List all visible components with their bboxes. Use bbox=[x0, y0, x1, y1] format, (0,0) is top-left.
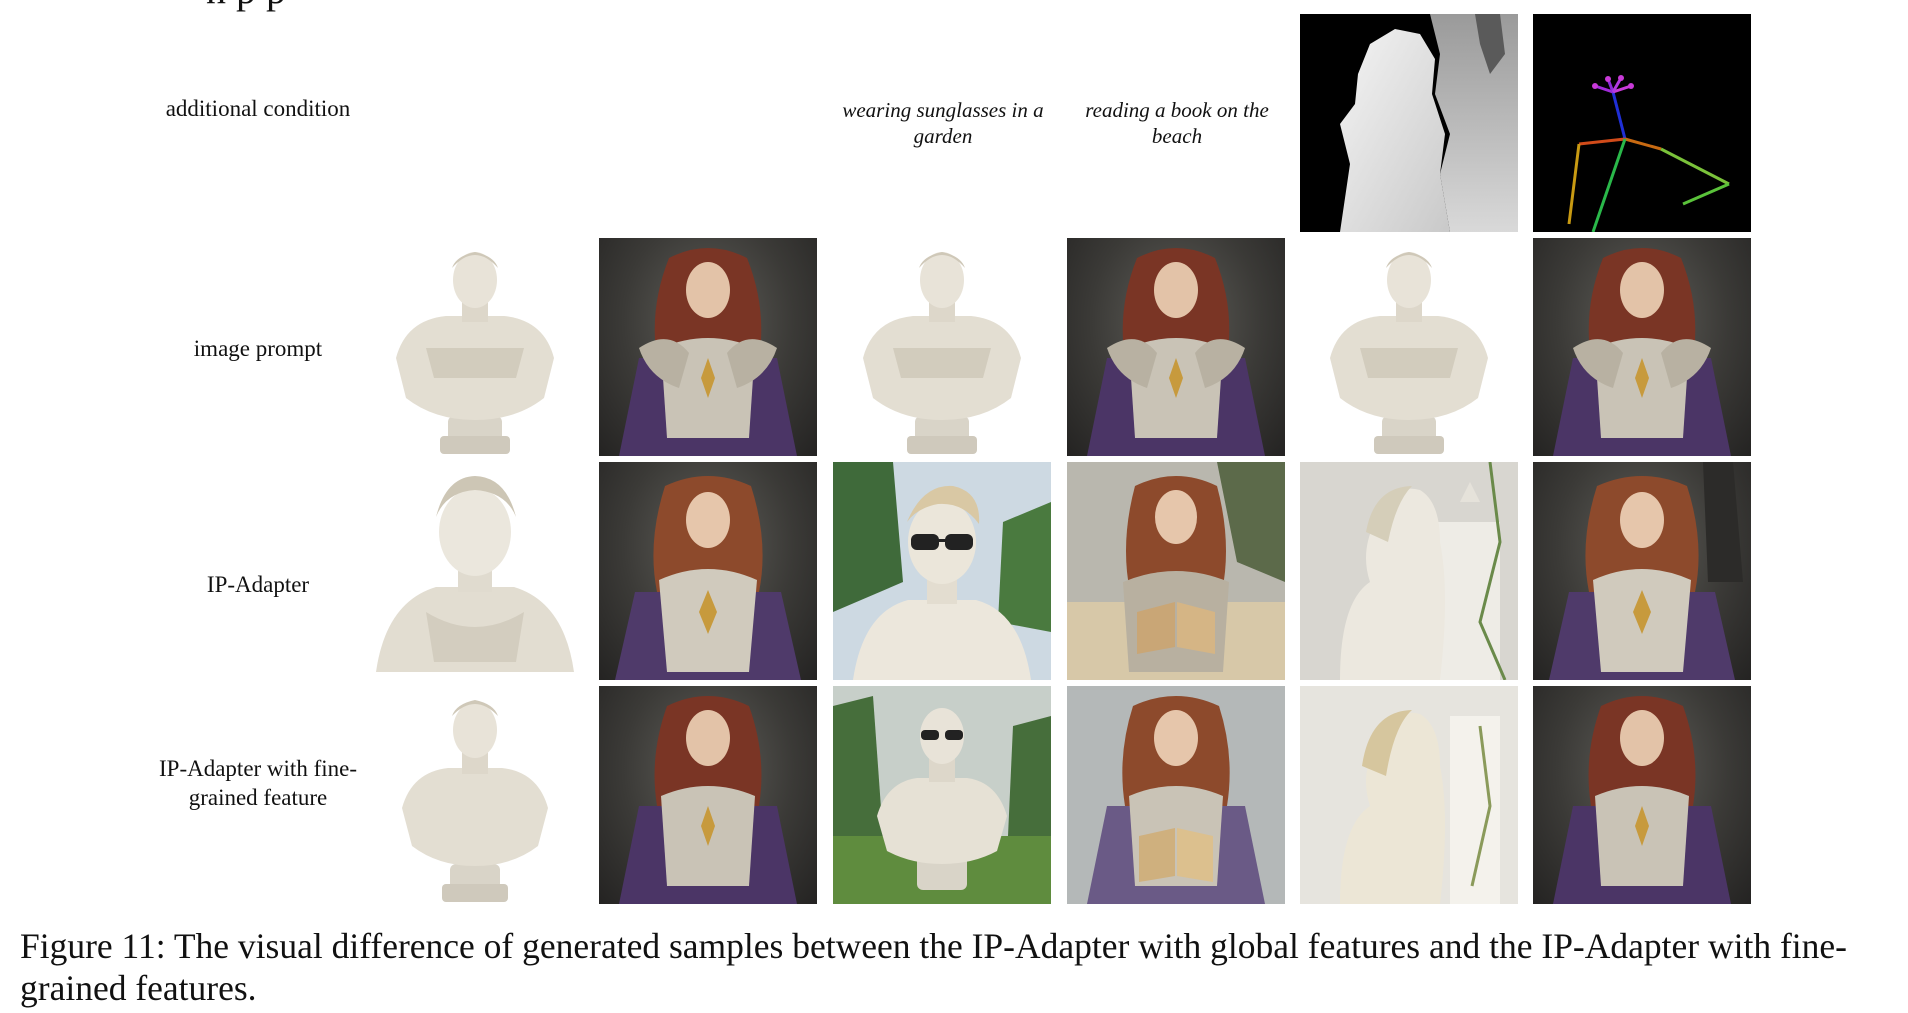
generated-statue-fine-grained-image bbox=[1300, 686, 1518, 904]
bust-statue-image bbox=[366, 238, 584, 456]
generated-bust-sunglasses-garden-image bbox=[833, 462, 1051, 680]
generated-armored-woman-image bbox=[1533, 462, 1751, 680]
generated-statue-garden-image bbox=[1300, 462, 1518, 680]
row-label-image-prompt: image prompt bbox=[193, 336, 323, 361]
generated-bust-image bbox=[366, 462, 584, 680]
armored-woman-image bbox=[599, 238, 817, 456]
generated-armored-woman-fine-grained-image bbox=[599, 686, 817, 904]
armored-woman-image bbox=[1067, 238, 1285, 456]
bust-statue-image bbox=[1300, 238, 1518, 456]
clipped-heading: n p p bbox=[206, 0, 286, 10]
generated-woman-reading-beach-image bbox=[1067, 462, 1285, 680]
pose-skeleton-image bbox=[1533, 14, 1751, 232]
generated-woman-reading-fine-grained-image bbox=[1067, 686, 1285, 904]
depth-map-image bbox=[1300, 14, 1518, 232]
armored-woman-image bbox=[1533, 238, 1751, 456]
generated-bust-sunglasses-lawn-image bbox=[833, 686, 1051, 904]
figure-caption: Figure 11: The visual difference of gene… bbox=[20, 926, 1847, 1008]
row-label-ip-adapter: IP-Adapter bbox=[206, 572, 310, 597]
row-label-additional-condition: additional condition bbox=[165, 96, 351, 121]
condition-text-book-beach: reading a book on the beach bbox=[1085, 98, 1269, 148]
row-label-ip-adapter-fine-grained: IP-Adapter with fine-grained feature bbox=[159, 756, 357, 810]
condition-text-sunglasses: wearing sunglasses in a garden bbox=[842, 98, 1044, 148]
generated-armored-woman-fine-grained-image bbox=[1533, 686, 1751, 904]
generated-bust-fine-grained-image bbox=[366, 686, 584, 904]
bust-statue-image bbox=[833, 238, 1051, 456]
generated-armored-woman-image bbox=[599, 462, 817, 680]
